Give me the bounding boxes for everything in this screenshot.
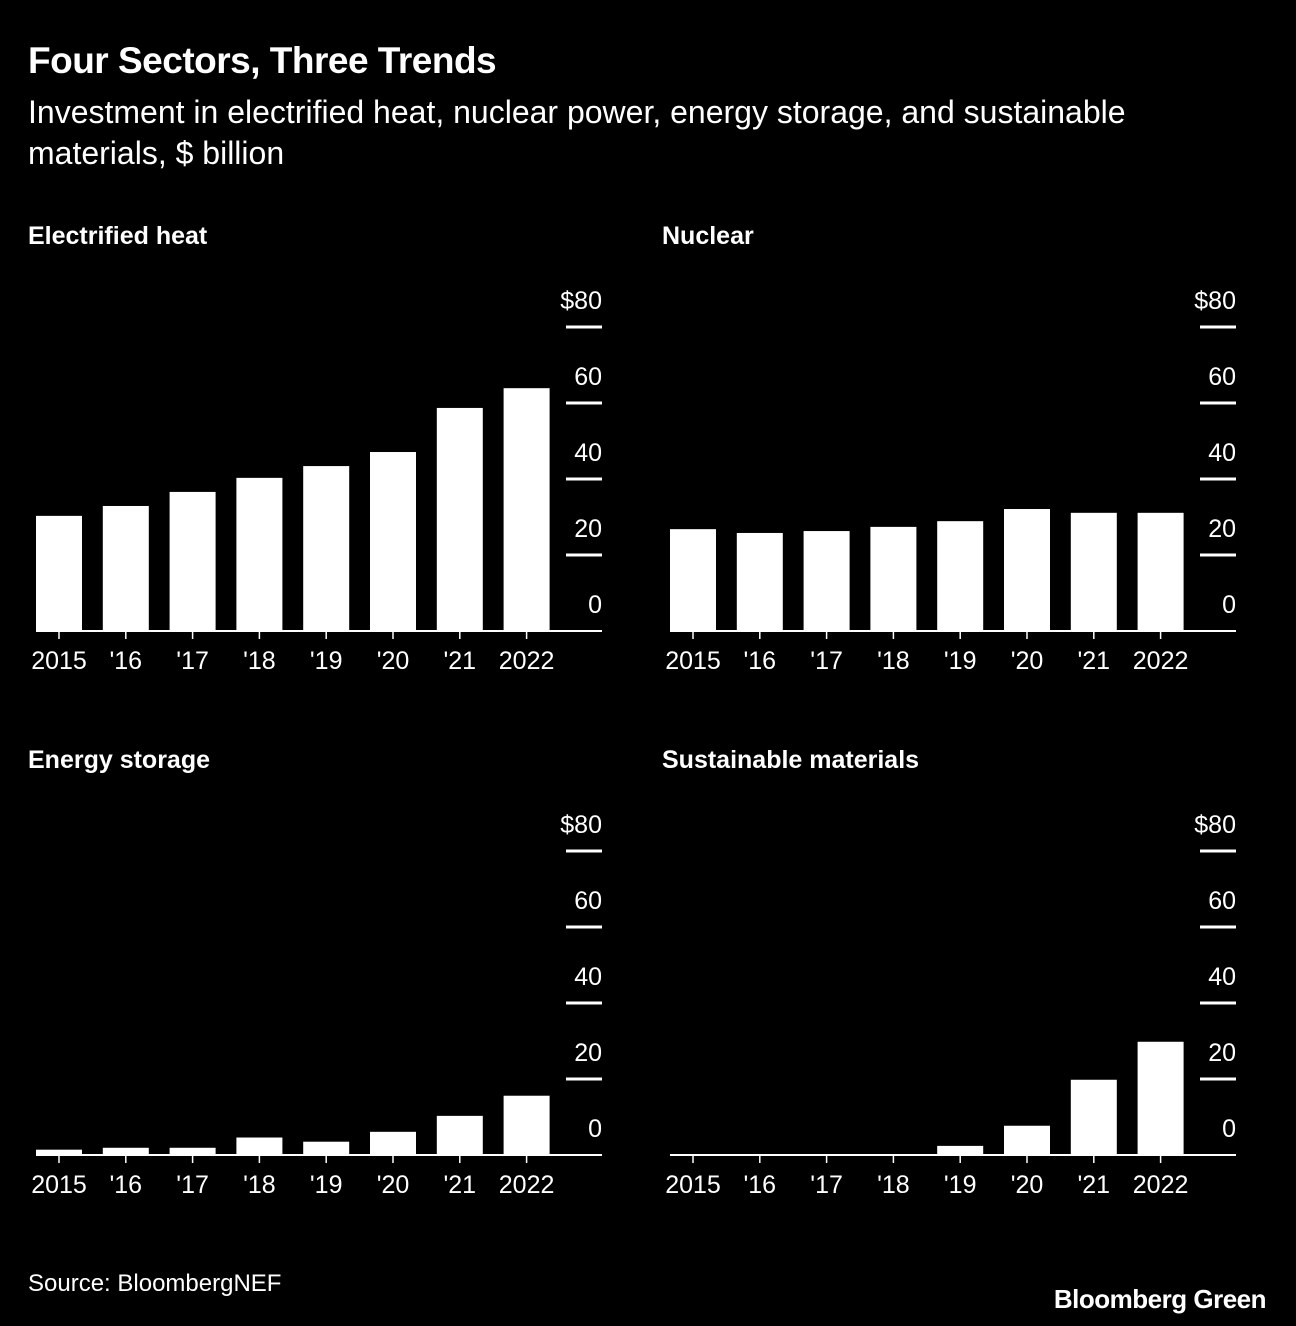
y-tick-label: 20 [1208,515,1236,543]
bar [236,1137,283,1155]
brand-logo: Bloomberg Green [1053,1284,1267,1314]
x-tick-label: 2015 [31,647,87,675]
bar [169,491,216,631]
bar [102,1147,149,1155]
y-tick-label: $80 [1194,287,1236,315]
bar [803,531,850,631]
x-tick-label: '17 [810,1171,843,1199]
y-tick-label: 60 [574,363,602,391]
bar [36,515,82,631]
bar [1004,1125,1050,1155]
bar [937,1145,984,1155]
x-tick-label: '21 [444,1171,477,1199]
bar [670,529,716,631]
y-tick-label: 0 [588,1115,602,1143]
x-tick-label: '18 [877,1171,910,1199]
y-tick-label: 60 [1208,887,1236,915]
bar [937,521,984,631]
bar [1070,1079,1117,1155]
panel-title: Electrified heat [28,222,208,250]
bar [436,1115,483,1155]
x-tick-label: '20 [1011,647,1044,675]
bar [1070,512,1117,631]
y-tick-label: $80 [1194,811,1236,839]
bar [436,407,483,631]
x-tick-label: '19 [944,1171,977,1199]
bar [870,526,917,631]
x-tick-label: '21 [1078,647,1111,675]
x-tick-label: 2022 [1133,647,1189,675]
y-tick-label: $80 [560,287,602,315]
bar [303,1141,350,1155]
y-tick-label: 40 [1208,439,1236,467]
panel-title: Sustainable materials [662,746,919,774]
bar [1137,512,1184,631]
x-tick-label: '18 [243,1171,276,1199]
y-tick-label: $80 [560,811,602,839]
x-tick-label: 2015 [665,1171,721,1199]
x-tick-label: '17 [176,647,209,675]
x-tick-label: 2015 [665,647,721,675]
bar [370,452,416,631]
bar [1137,1041,1184,1155]
x-tick-label: '16 [744,647,777,675]
x-tick-label: '20 [377,1171,410,1199]
chart-subtitle: Investment in electrified heat, nuclear … [28,94,1126,171]
x-tick-label: '21 [1078,1171,1111,1199]
bar [102,505,149,631]
bar [503,1095,550,1155]
panel-title: Energy storage [28,746,210,774]
y-tick-label: 0 [1222,1115,1236,1143]
x-tick-label: '17 [176,1171,209,1199]
bar [1004,509,1050,631]
x-tick-label: 2015 [31,1171,87,1199]
y-tick-label: 60 [574,887,602,915]
y-tick-label: 40 [574,439,602,467]
x-tick-label: '20 [377,647,410,675]
x-tick-label: '16 [744,1171,777,1199]
x-tick-label: 2022 [499,1171,555,1199]
x-tick-label: '18 [243,647,276,675]
bar [303,466,350,631]
x-tick-label: 2022 [1133,1171,1189,1199]
x-tick-label: '16 [110,1171,143,1199]
bar [736,532,783,631]
x-tick-label: '21 [444,647,477,675]
bar [36,1149,82,1155]
x-tick-label: '17 [810,647,843,675]
y-tick-label: 0 [1222,591,1236,619]
bar [370,1131,416,1155]
y-tick-label: 60 [1208,363,1236,391]
bar [503,388,550,631]
bar [169,1147,216,1155]
x-tick-label: '19 [310,1171,343,1199]
x-tick-label: '18 [877,647,910,675]
y-tick-label: 40 [574,963,602,991]
chart-title: Four Sectors, Three Trends [28,40,497,81]
x-tick-label: '16 [110,647,143,675]
x-tick-label: '19 [310,647,343,675]
x-tick-label: 2022 [499,647,555,675]
x-tick-label: '20 [1011,1171,1044,1199]
source-note: Source: BloombergNEF [28,1270,282,1297]
y-tick-label: 20 [574,515,602,543]
y-tick-label: 20 [574,1039,602,1067]
y-tick-label: 20 [1208,1039,1236,1067]
y-tick-label: 40 [1208,963,1236,991]
bar [236,477,283,631]
x-tick-label: '19 [944,647,977,675]
y-tick-label: 0 [588,591,602,619]
panel-title: Nuclear [662,222,754,250]
